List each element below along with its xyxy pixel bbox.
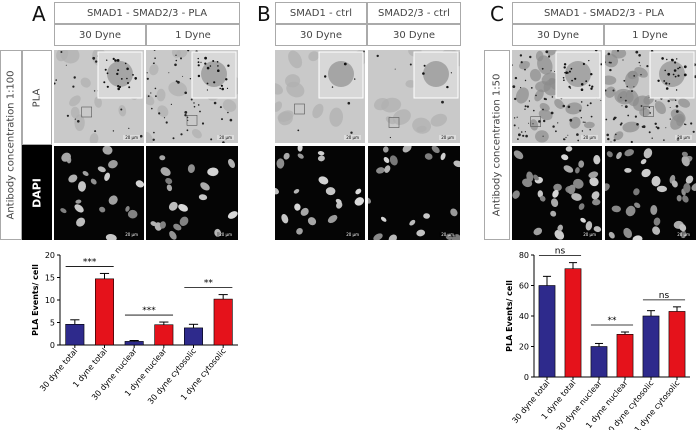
panel-c-side-label-box: Antibody concentration 1:50 [484, 50, 510, 240]
panel-a-row-pla-box: PLA [22, 50, 52, 145]
panel-c-letter: C [490, 2, 504, 26]
bar [213, 298, 233, 346]
micrograph-texture [512, 146, 602, 240]
panel-a-row-pla-label: PLA [31, 88, 43, 107]
panel-c-side-label: Antibody concentration 1:50 [491, 73, 503, 217]
panel-b-header-1: SMAD1 - ctrl [275, 2, 367, 24]
bar [538, 285, 556, 378]
y-tick-label: 20 [45, 251, 55, 260]
micrograph-texture [512, 50, 602, 143]
scale-bar-label: 20 µm [581, 135, 598, 140]
panel-a-row-dapi-box: DAPI [22, 145, 52, 240]
scale-bar-label: 20 µm [439, 135, 456, 140]
bar [65, 324, 85, 346]
scale-bar-label: 20 µm [217, 135, 234, 140]
y-tick-label: 20 [519, 343, 529, 352]
panel-c-dapi-30dyne-image: 20 µm [512, 146, 602, 240]
scale-bar-label: 20 µm [344, 135, 361, 140]
panel-a-header: SMAD1 - SMAD2/3 - PLA [54, 2, 240, 24]
panel-a-pla-1dyne-image: 20 µm [146, 50, 238, 143]
bar [564, 268, 582, 378]
bar [184, 327, 203, 346]
y-tick-label: 5 [50, 319, 55, 328]
bar [668, 311, 686, 378]
panel-b-col1-label: 30 Dyne [275, 24, 367, 46]
significance-label: *** [142, 306, 156, 316]
y-tick-label: 0 [524, 373, 529, 382]
micrograph-texture [146, 50, 238, 143]
panel-c-header: SMAD1 - SMAD2/3 - PLA [512, 2, 696, 24]
panel-c-pla-30dyne-image: 20 µm [512, 50, 602, 143]
panel-a-side-label: Antibody concentration 1:100 [5, 70, 17, 220]
panel-c-dapi-1dyne-image: 20 µm [605, 146, 696, 240]
scale-bar-label: 20 µm [675, 135, 692, 140]
scale-bar-label: 20 µm [675, 232, 692, 237]
micrograph-texture [150, 155, 238, 240]
panel-b-smad1-ctrl-image: 20 µm [275, 50, 365, 143]
panel-a-side-label-box: Antibody concentration 1:100 [0, 50, 22, 240]
significance-label: ns [555, 247, 566, 257]
panel-a-col2-label: 1 Dyne [146, 24, 240, 46]
y-tick-label: 0 [50, 341, 55, 350]
significance-label: ns [659, 291, 670, 301]
scale-bar-label: 20 µm [123, 135, 140, 140]
micrograph-texture [60, 146, 144, 240]
panel-a-pla-30dyne-image: 20 µm [54, 50, 144, 143]
x-tick-label: 1 dyne cytosolic [633, 379, 682, 430]
bar [642, 315, 660, 378]
y-tick-label: 15 [45, 274, 55, 283]
scale-bar-label: 20 µm [344, 232, 361, 237]
scale-bar-label: 20 µm [123, 232, 140, 237]
y-tick-label: 60 [519, 282, 529, 291]
micrograph-texture [605, 50, 696, 143]
panel-a-bar-chart: 0 5 10 15 20 PLA Events/ cell 30 dyne total 1 d… [0, 245, 260, 430]
panel-b-dapi-1-image: 20 µm [275, 146, 365, 240]
significance-label: ** [608, 316, 618, 326]
significance-label: *** [83, 257, 97, 267]
scale-bar-label: 20 µm [581, 232, 598, 237]
micrograph-texture [605, 148, 696, 240]
panel-b-letter: B [257, 2, 271, 26]
panel-b-smad23-ctrl-image: 20 µm [368, 50, 460, 143]
y-tick-label: 80 [519, 251, 529, 260]
scale-bar-label: 20 µm [439, 232, 456, 237]
panel-c-col1-label: 30 Dyne [512, 24, 604, 46]
scale-bar-label: 20 µm [217, 232, 234, 237]
panel-c-pla-1dyne-image: 20 µm [605, 50, 696, 143]
panel-a-letter: A [32, 2, 46, 26]
micrograph-texture [275, 146, 364, 235]
bar [616, 334, 634, 378]
bar [124, 341, 144, 346]
panel-c-col2-label: 1 Dyne [604, 24, 696, 46]
panel-b-col2-label: 30 Dyne [367, 24, 461, 46]
y-tick-label: 10 [45, 296, 55, 305]
micrograph-texture [54, 50, 143, 143]
panel-a-dapi-1dyne-image: 20 µm [146, 146, 238, 240]
bar [590, 346, 608, 378]
panel-b-dapi-2-image: 20 µm [368, 146, 460, 240]
y-axis-label: PLA Events/ cell [505, 280, 514, 352]
panel-a-col1-label: 30 Dyne [54, 24, 146, 46]
micrograph-texture [368, 146, 460, 240]
bar [95, 278, 114, 346]
panel-a-dapi-30dyne-image: 20 µm [54, 146, 144, 240]
bar [154, 324, 174, 346]
y-axis-label: PLA Events/ cell [31, 264, 40, 336]
y-tick-label: 40 [519, 312, 529, 321]
panel-b-header-2: SMAD2/3 - ctrl [367, 2, 461, 24]
panel-a-row-dapi-label: DAPI [30, 177, 44, 208]
micrograph-texture [373, 50, 460, 139]
panel-c-bar-chart: 0 20 40 60 80 PLA Events/ cell 30 dyne total 1 … [478, 245, 700, 434]
micrograph-texture [275, 50, 365, 134]
significance-label: ** [204, 279, 214, 289]
